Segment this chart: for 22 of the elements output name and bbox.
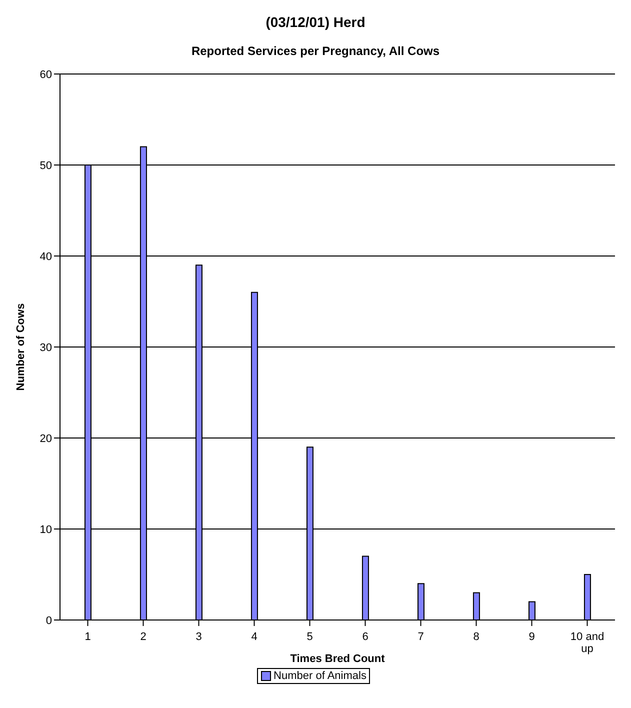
- chart-subtitle: Reported Services per Pregnancy, All Cows: [190, 44, 441, 58]
- legend-label: Number of Animals: [274, 670, 366, 682]
- x-tick-label: 7: [418, 631, 424, 643]
- y-tick-label: 20: [40, 432, 52, 445]
- x-tick-label: 1: [84, 631, 91, 643]
- y-tick-label: 0: [46, 614, 52, 627]
- x-tick-label: 3: [196, 631, 202, 643]
- x-tick-label: 9: [528, 631, 535, 643]
- x-tick-label: 5: [306, 631, 313, 643]
- x-axis-title: Times Bred Count: [290, 653, 386, 665]
- y-tick-label: 30: [40, 342, 52, 354]
- y-tick-label: 60: [40, 68, 52, 81]
- x-tick-label: 2: [140, 631, 146, 643]
- x-tick-label: 8: [473, 631, 480, 643]
- chart-title: (03/12/01) Herd: [264, 14, 366, 30]
- y-tick-label: 10: [40, 524, 52, 536]
- y-tick-label: 50: [40, 160, 52, 172]
- x-tick-label: 4: [251, 631, 258, 643]
- x-tick-label: 6: [362, 631, 368, 643]
- y-tick-label: 40: [40, 250, 52, 263]
- y-axis-title: Number of Cows: [14, 303, 27, 391]
- x-tick-label: 10 and up: [570, 631, 604, 655]
